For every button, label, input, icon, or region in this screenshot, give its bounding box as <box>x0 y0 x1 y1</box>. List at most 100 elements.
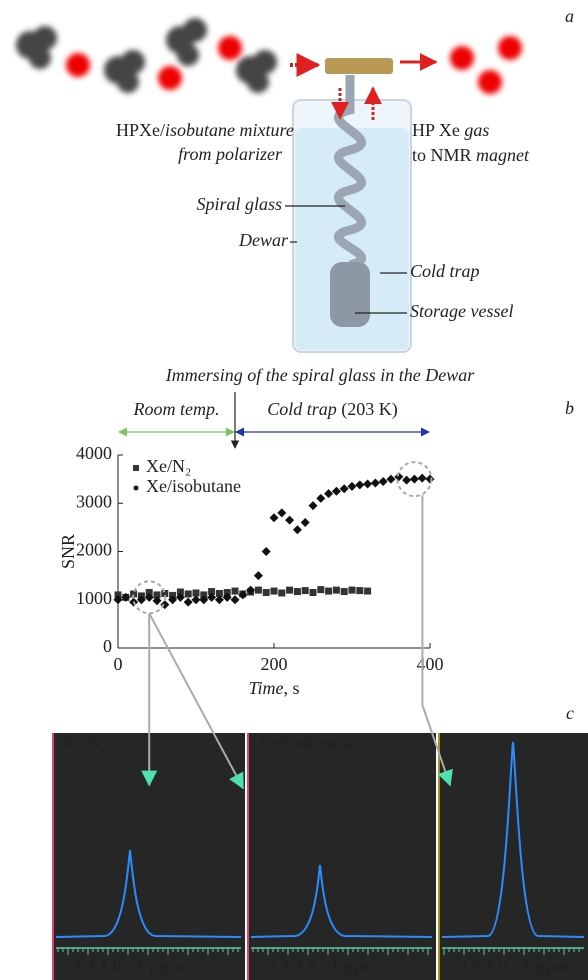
data-point <box>121 592 131 602</box>
data-point <box>175 592 185 602</box>
data-point <box>114 591 122 599</box>
spectrum-line <box>441 741 585 938</box>
spectrum-title: Xe/N₂ <box>62 733 106 753</box>
data-point <box>316 493 326 503</box>
diagram-label-part: gas <box>464 120 489 140</box>
data-point <box>317 586 325 594</box>
data-point <box>184 590 192 598</box>
legend-marker <box>133 465 139 471</box>
diagram-label-part: Spiral glass <box>196 194 282 214</box>
data-point <box>409 474 419 484</box>
diagram-label-part: magnet <box>476 145 530 165</box>
data-point <box>207 592 217 602</box>
data-point <box>208 588 216 596</box>
data-point <box>386 474 396 484</box>
data-point <box>308 501 318 511</box>
diagram-label-part: to NMR <box>412 145 476 165</box>
data-point <box>340 588 348 596</box>
region-label-part: Room temp. <box>133 399 220 419</box>
spiral-glass <box>334 75 366 270</box>
spectrum-title: Xe/isobutane <box>257 733 355 753</box>
region-label: Cold trap (203 K) <box>267 399 398 420</box>
spectrum-title-part: Xe/ <box>257 733 284 753</box>
spectrum-line <box>55 849 242 938</box>
storage-vessel <box>330 262 370 327</box>
data-point <box>168 595 178 605</box>
diagram-label: HP Xe gas <box>412 120 489 140</box>
data-point <box>200 591 208 599</box>
data-point <box>199 595 209 605</box>
data-point <box>253 571 263 581</box>
legend-marker <box>133 485 139 491</box>
data-point <box>331 486 341 496</box>
data-point <box>339 484 349 494</box>
y-axis-label: SNR <box>58 534 78 569</box>
diagram-label-part: Storage vessel <box>410 301 513 321</box>
diagram-label: Cold trap <box>410 261 480 281</box>
region-label-part: (203 K) <box>337 399 398 420</box>
diagram-label: Storage vessel <box>410 301 513 321</box>
data-point <box>356 587 364 595</box>
x-axis-label: Time, s <box>248 678 299 698</box>
x-tick-label: 400 <box>417 654 444 674</box>
spectrum-axis-label: 3 2 1 0 –1 ppm <box>267 956 379 976</box>
data-point <box>176 588 184 596</box>
data-point <box>262 589 270 597</box>
data-point <box>285 515 295 525</box>
data-point <box>348 586 356 594</box>
data-point <box>269 513 279 523</box>
data-point <box>160 600 170 610</box>
molecules <box>16 18 522 94</box>
data-point <box>364 587 372 595</box>
data-point <box>378 477 388 487</box>
legend-label: Xe/isobutane <box>146 476 241 496</box>
data-point <box>254 586 262 594</box>
data-point <box>113 595 123 605</box>
data-point <box>363 479 373 489</box>
y-tick-label: 0 <box>103 636 112 656</box>
diagram-label: to NMR magnet <box>412 145 530 165</box>
data-point <box>292 525 302 535</box>
data-point <box>230 595 240 605</box>
x-axis-label-part: , s <box>284 678 300 698</box>
data-point <box>347 481 357 491</box>
data-point <box>286 586 294 594</box>
spectrum-title-part: isobutane <box>283 733 355 753</box>
panel-label: a <box>565 6 574 26</box>
data-point <box>370 478 380 488</box>
data-point <box>136 595 146 605</box>
diagram-label: from polarizer <box>178 144 283 164</box>
data-point <box>153 591 161 599</box>
y-tick-label: 4000 <box>76 443 112 463</box>
callout-circle <box>396 461 433 498</box>
spectra-panels <box>52 733 588 980</box>
data-point <box>277 508 287 518</box>
diagram-label-part: from polarizer <box>178 144 283 164</box>
diagram-label: Spiral glass <box>196 194 282 214</box>
panel-label: b <box>565 398 574 418</box>
data-point <box>261 547 271 556</box>
data-point <box>425 474 435 484</box>
y-tick-label: 2000 <box>76 540 112 560</box>
data-point <box>152 596 162 606</box>
data-point <box>301 587 309 595</box>
leader-lines <box>285 205 407 314</box>
data-point <box>183 597 193 607</box>
data-point <box>145 589 153 597</box>
data-point <box>309 589 317 597</box>
diagram-label-part: Cold trap <box>410 261 480 281</box>
data-point <box>192 589 200 597</box>
spectrum-axis-label: 3 2 1 0 –1 ppm <box>72 956 184 976</box>
diagram-label: Dewar <box>238 230 289 250</box>
y-tick-label: 3000 <box>76 491 112 511</box>
data-point <box>214 595 224 605</box>
data-point <box>144 592 154 602</box>
data-point <box>223 589 231 597</box>
data-point <box>222 592 232 602</box>
diagram-label-part: HP Xe <box>412 120 464 140</box>
data-point <box>324 489 334 499</box>
y-tick-label: 1000 <box>76 588 112 608</box>
data-point <box>278 589 286 597</box>
data-point <box>394 472 404 482</box>
